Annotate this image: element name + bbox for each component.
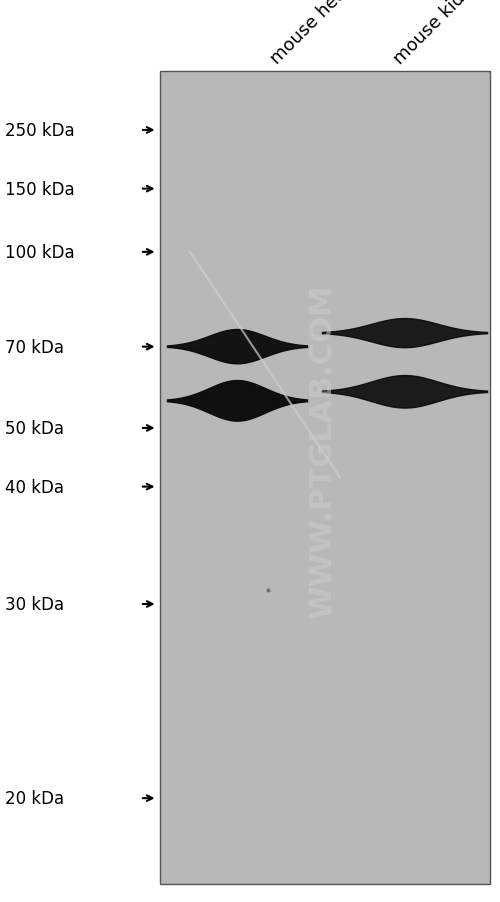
Polygon shape [322, 376, 488, 409]
Text: 20 kDa: 20 kDa [5, 789, 64, 807]
Bar [160, 72, 490, 884]
Text: 250 kDa: 250 kDa [5, 122, 74, 140]
Text: 30 kDa: 30 kDa [5, 595, 64, 613]
Text: 40 kDa: 40 kDa [5, 478, 64, 496]
Text: 70 kDa: 70 kDa [5, 338, 64, 356]
Text: 100 kDa: 100 kDa [5, 244, 74, 262]
Polygon shape [322, 319, 488, 348]
Polygon shape [168, 382, 308, 421]
Text: 50 kDa: 50 kDa [5, 419, 64, 437]
Text: 150 kDa: 150 kDa [5, 180, 74, 198]
Text: WWW.PTGLAB.COM: WWW.PTGLAB.COM [308, 284, 337, 618]
Polygon shape [168, 330, 308, 364]
Text: mouse heart: mouse heart [268, 0, 361, 68]
Text: mouse kidney: mouse kidney [390, 0, 492, 68]
